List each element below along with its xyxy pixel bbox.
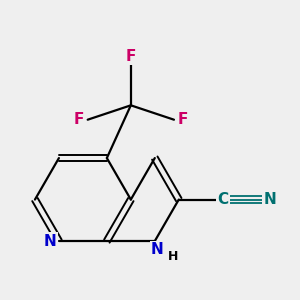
Text: N: N: [151, 242, 164, 257]
Text: H: H: [168, 250, 178, 263]
Text: F: F: [74, 112, 84, 127]
Text: N: N: [263, 192, 276, 207]
Text: C: C: [217, 192, 228, 207]
Text: F: F: [126, 49, 136, 64]
Text: N: N: [44, 234, 57, 249]
Text: F: F: [177, 112, 188, 127]
